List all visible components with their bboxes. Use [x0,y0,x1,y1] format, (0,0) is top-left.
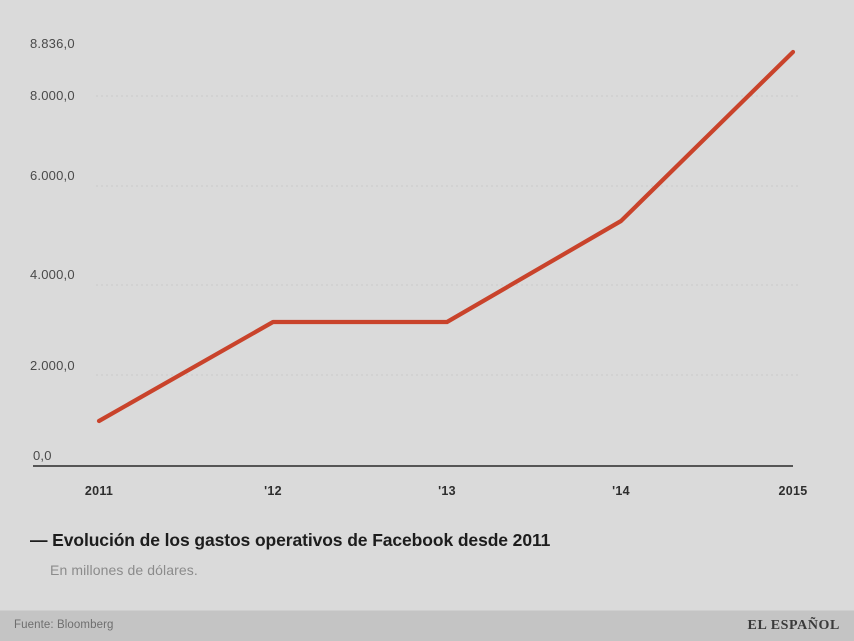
x-axis-label-2015: 2015 [778,484,808,498]
caption: — Evolución de los gastos operativos de … [30,530,820,578]
x-axis-label-2014: '14 [612,484,630,498]
publisher-logo: EL ESPAÑOL [747,618,840,633]
x-axis-label-2011: 2011 [84,484,114,498]
line-chart-plot [33,49,800,467]
chart-container: 8.836,0 8.000,0 6.000,0 4.000,0 2.000,0 … [30,36,808,498]
source-attribution: Fuente: Bloomberg [14,619,114,631]
y-axis-label-4000: 4.000,0 [30,267,75,282]
y-axis-label-0: 0,0 [33,448,52,463]
y-axis-label-6000: 6.000,0 [30,168,75,183]
y-axis-label-8000: 8.000,0 [30,88,75,103]
y-axis-label-2000: 2.000,0 [30,358,75,373]
gridlines [96,95,800,376]
footer-bar: Fuente: Bloomberg EL ESPAÑOL [0,610,854,641]
chart-title: — Evolución de los gastos operativos de … [30,530,551,550]
y-axis-label-8836: 8.836,0 [30,36,75,51]
x-axis-label-2013: '13 [438,484,456,498]
chart-subtitle: En millones de dólares. [50,562,198,578]
x-axis-label-2012: '12 [264,484,282,498]
data-line-facebook-opex [96,49,796,424]
